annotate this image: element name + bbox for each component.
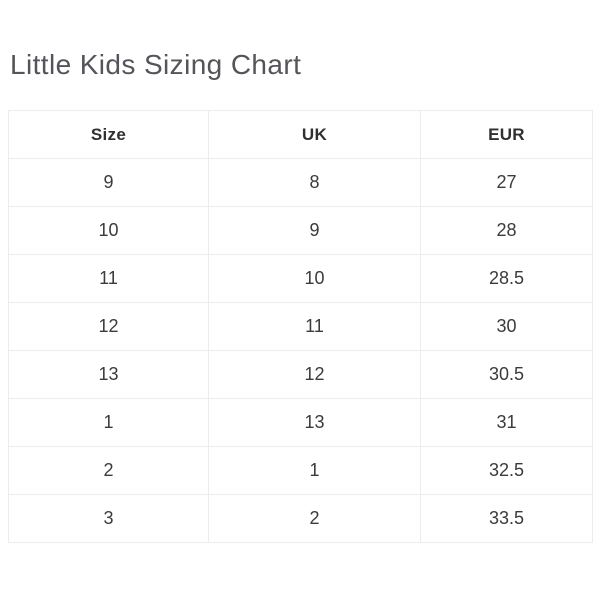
table-row: 12 11 30 <box>8 302 593 351</box>
cell-size: 1 <box>8 398 209 447</box>
cell-eur: 30.5 <box>420 350 593 399</box>
cell-uk: 8 <box>208 158 421 207</box>
cell-uk: 11 <box>208 302 421 351</box>
cell-size: 12 <box>8 302 209 351</box>
column-header-size: Size <box>8 110 209 159</box>
cell-size: 11 <box>8 254 209 303</box>
table-row: 1 13 31 <box>8 398 593 447</box>
sizing-table: Size UK EUR 9 8 27 10 9 28 11 10 <box>8 110 593 543</box>
page-title: Little Kids Sizing Chart <box>10 49 302 80</box>
table-row: 13 12 30.5 <box>8 350 593 399</box>
cell-size: 10 <box>8 206 209 255</box>
cell-eur: 30 <box>420 302 593 351</box>
table-row: 10 9 28 <box>8 206 593 255</box>
cell-uk: 1 <box>208 446 421 495</box>
cell-size: 3 <box>8 494 209 543</box>
cell-eur: 28 <box>420 206 593 255</box>
column-header-uk: UK <box>208 110 421 159</box>
table-row: 9 8 27 <box>8 158 593 207</box>
sizing-table-container: Size UK EUR 9 8 27 10 9 28 11 10 <box>8 110 593 543</box>
cell-eur: 28.5 <box>420 254 593 303</box>
cell-eur: 33.5 <box>420 494 593 543</box>
cell-size: 13 <box>8 350 209 399</box>
table-row: 11 10 28.5 <box>8 254 593 303</box>
cell-size: 9 <box>8 158 209 207</box>
cell-uk: 13 <box>208 398 421 447</box>
cell-eur: 27 <box>420 158 593 207</box>
table-row: 3 2 33.5 <box>8 494 593 543</box>
cell-uk: 9 <box>208 206 421 255</box>
cell-uk: 10 <box>208 254 421 303</box>
table-row: 2 1 32.5 <box>8 446 593 495</box>
cell-eur: 31 <box>420 398 593 447</box>
cell-eur: 32.5 <box>420 446 593 495</box>
table-header-row: Size UK EUR <box>8 110 593 159</box>
cell-uk: 12 <box>208 350 421 399</box>
cell-size: 2 <box>8 446 209 495</box>
column-header-eur: EUR <box>420 110 593 159</box>
cell-uk: 2 <box>208 494 421 543</box>
